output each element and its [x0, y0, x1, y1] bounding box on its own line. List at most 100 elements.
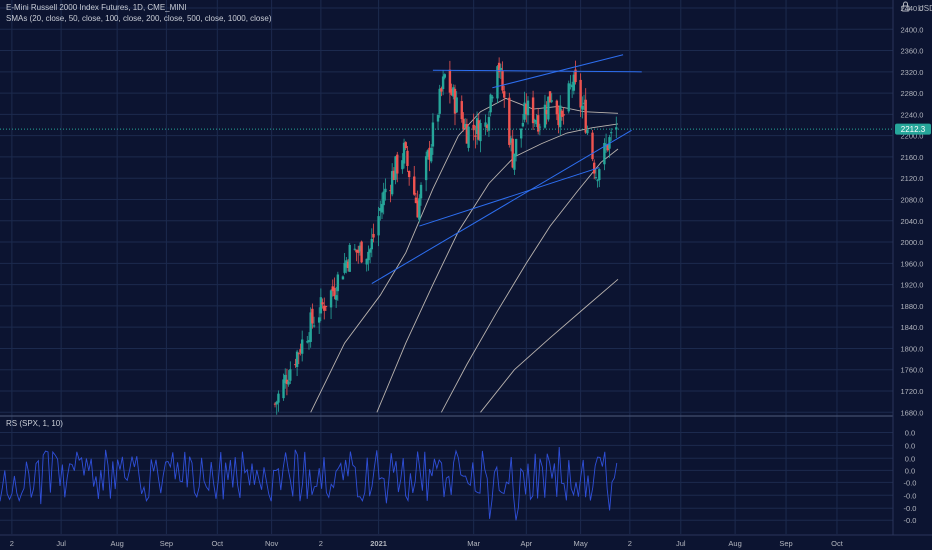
candle-body — [358, 245, 362, 252]
candle-body — [591, 132, 594, 160]
candle-body — [511, 138, 514, 168]
rs-tick-label: 0.0 — [905, 466, 915, 475]
candle-body — [275, 401, 278, 405]
candle-body — [574, 69, 577, 83]
time-tick-label: 2021 — [370, 539, 387, 548]
candle-body — [609, 132, 613, 134]
candle-body — [407, 171, 411, 178]
price-tick-label: 2040.0 — [901, 217, 924, 226]
rs-tick-label: 0.0 — [905, 428, 915, 437]
candle-body — [455, 97, 458, 113]
candle-body — [309, 312, 312, 342]
time-tick-label: Sep — [779, 539, 792, 548]
time-tick-label: Jul — [56, 539, 66, 548]
sma-line — [376, 123, 619, 413]
candle-body — [368, 249, 372, 253]
candle-body — [284, 374, 287, 384]
candle-body — [424, 156, 428, 181]
candle-body — [448, 69, 452, 93]
candle-body — [379, 208, 382, 211]
sma-lines — [310, 97, 619, 413]
candle-body — [477, 120, 480, 140]
candle-body — [294, 364, 297, 366]
price-tick-label: 1880.0 — [901, 302, 924, 311]
rs-line — [0, 446, 618, 521]
candle-body — [306, 341, 309, 343]
candle-body — [365, 258, 368, 265]
time-tick-label: May — [574, 539, 588, 548]
candle-body — [606, 144, 609, 151]
candle-body — [336, 274, 340, 292]
trendline — [432, 69, 642, 73]
time-tick-label: Sep — [160, 539, 173, 548]
candle-body — [484, 122, 487, 127]
sma-line — [441, 148, 619, 413]
candle-body — [300, 339, 304, 354]
candle-body — [297, 353, 300, 355]
price-tick-label: 2360.0 — [901, 47, 924, 56]
price-tick-label: 1960.0 — [901, 259, 924, 268]
price-tick-label: 2440.0 — [901, 4, 924, 13]
price-tick-label: 2080.0 — [901, 195, 924, 204]
candle-body — [343, 262, 346, 273]
candle-body — [360, 241, 363, 263]
rs-tick-label: -0.0 — [904, 516, 917, 525]
candle-body — [367, 251, 370, 261]
lock-icon[interactable] — [901, 1, 910, 12]
candle-body — [392, 170, 396, 180]
time-tick-label: Oct — [211, 539, 224, 548]
candle-body — [285, 379, 289, 384]
candle-body — [519, 128, 523, 139]
candle-body — [295, 351, 299, 367]
candle-body — [559, 105, 562, 128]
candle-body — [521, 122, 525, 127]
candle-body — [323, 305, 326, 311]
candle-body — [594, 177, 598, 179]
candle-body — [531, 97, 535, 124]
price-tick-label: 1800.0 — [901, 344, 924, 353]
candle-body — [463, 123, 467, 128]
price-tick-label: 2000.0 — [901, 238, 924, 247]
candle-body — [317, 317, 321, 323]
time-tick-label: 2 — [319, 539, 323, 548]
symbol-title: E-Mini Russell 2000 Index Futures, 1D, C… — [6, 3, 187, 12]
price-axis[interactable]: 2440.0 2400.0 2360.0 2320.0 2280.0 2240.0 2200… — [901, 4, 924, 417]
candle-body — [603, 142, 606, 165]
candle-body — [413, 176, 416, 195]
candle-body — [508, 97, 511, 145]
candle-body — [377, 216, 380, 236]
candle-body — [287, 381, 290, 385]
candle-body — [586, 130, 589, 134]
candle-body — [615, 127, 618, 130]
time-tick-label: Apr — [520, 539, 532, 548]
candle-body — [357, 249, 360, 253]
candle-body — [394, 156, 397, 180]
candle-body — [496, 66, 499, 99]
candle-body — [497, 62, 501, 73]
candle-body — [475, 118, 479, 135]
candle-body — [441, 76, 445, 90]
rs-axis[interactable]: 0.0 0.0 0.0 0.0 -0.0 -0.0 -0.0 -0.0 — [904, 428, 917, 525]
candle-body — [489, 94, 492, 113]
candle-body — [560, 110, 564, 117]
candle-body — [307, 340, 311, 343]
candle-body — [525, 103, 528, 115]
candle-body — [312, 325, 316, 327]
time-tick-label: 2 — [628, 539, 632, 548]
candle-body — [450, 88, 453, 95]
candle-body — [389, 190, 392, 192]
price-tick-label: 2280.0 — [901, 89, 924, 98]
candle-body — [467, 126, 470, 148]
rs-tick-label: 0.0 — [905, 441, 915, 450]
candle-body — [567, 83, 570, 112]
time-tick-label: Oct — [831, 539, 844, 548]
time-axis[interactable]: 2 Jul Aug Sep Oct Nov 2 2021 Mar Apr May 2 Jul Aug Sep… — [10, 539, 844, 548]
time-tick-label: 2 — [10, 539, 14, 548]
candle-body — [346, 261, 350, 269]
rs-tick-label: 0.0 — [905, 454, 915, 463]
candle-body — [543, 104, 547, 128]
rs-tick-label: -0.0 — [904, 478, 917, 487]
candle-body — [370, 238, 374, 250]
candle-body — [299, 349, 302, 353]
candle-body — [582, 102, 586, 104]
